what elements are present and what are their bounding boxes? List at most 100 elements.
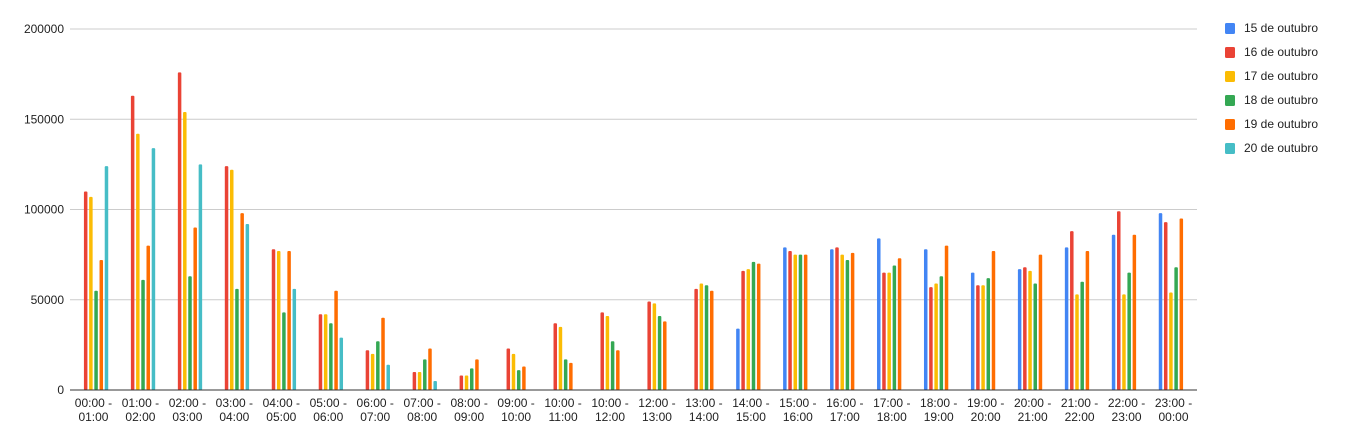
bar bbox=[798, 254, 803, 390]
legend-label: 15 de outubro bbox=[1244, 21, 1318, 35]
x-tick-label-line1: 03:00 - bbox=[216, 396, 253, 410]
bar bbox=[1038, 254, 1043, 390]
bar bbox=[459, 375, 464, 390]
x-tick-label: 16:00 -17:00 bbox=[826, 396, 863, 424]
x-tick-label-line1: 13:00 - bbox=[685, 396, 722, 410]
bar bbox=[1122, 294, 1126, 390]
bar bbox=[1085, 251, 1090, 390]
x-tick-label-line1: 10:00 - bbox=[544, 396, 581, 410]
x-tick-label-line1: 20:00 - bbox=[1014, 396, 1051, 410]
x-tick-label-line2: 04:00 bbox=[219, 410, 249, 424]
x-tick-label: 13:00 -14:00 bbox=[685, 396, 722, 424]
bar bbox=[939, 276, 944, 390]
x-tick-label: 20:00 -21:00 bbox=[1014, 396, 1051, 424]
bar bbox=[1127, 272, 1131, 390]
x-tick-label-line2: 05:00 bbox=[266, 410, 296, 424]
x-tick-label: 07:00 -08:00 bbox=[404, 396, 441, 424]
bar bbox=[605, 315, 610, 390]
bar bbox=[553, 323, 558, 390]
x-tick-label-line2: 23:00 bbox=[1112, 410, 1142, 424]
bar bbox=[428, 348, 432, 390]
x-tick-label-line1: 12:00 - bbox=[638, 396, 675, 410]
bar bbox=[376, 341, 380, 390]
x-tick-label-line2: 01:00 bbox=[78, 410, 108, 424]
bar bbox=[803, 254, 808, 390]
bar bbox=[183, 112, 187, 390]
bar bbox=[412, 371, 417, 390]
bar bbox=[652, 303, 657, 390]
x-tick-label-line2: 14:00 bbox=[689, 410, 719, 424]
bar bbox=[976, 285, 980, 390]
bar bbox=[830, 249, 834, 390]
x-tick-label-line2: 16:00 bbox=[783, 410, 813, 424]
bar bbox=[892, 265, 897, 390]
x-tick-label-line2: 12:00 bbox=[595, 410, 625, 424]
bar bbox=[1017, 269, 1022, 390]
legend-label: 20 de outubro bbox=[1244, 141, 1318, 155]
bar bbox=[736, 328, 740, 390]
bar bbox=[741, 270, 745, 390]
x-tick-label: 10:00 -12:00 bbox=[591, 396, 628, 424]
bar bbox=[292, 288, 297, 390]
bar bbox=[699, 283, 704, 390]
bar bbox=[94, 290, 98, 390]
bar bbox=[981, 285, 985, 390]
bar bbox=[99, 260, 104, 390]
bar bbox=[850, 252, 855, 390]
bar bbox=[897, 258, 902, 390]
bar bbox=[136, 133, 140, 390]
legend-swatch bbox=[1225, 119, 1235, 130]
bar bbox=[1033, 283, 1037, 390]
bar bbox=[522, 366, 526, 390]
x-tick-label-line1: 18:00 - bbox=[920, 396, 957, 410]
bar bbox=[887, 272, 891, 390]
bar bbox=[104, 166, 109, 390]
x-tick-label-line1: 23:00 - bbox=[1155, 396, 1192, 410]
x-tick-label-line1: 05:00 - bbox=[310, 396, 347, 410]
bar bbox=[986, 278, 991, 390]
bar bbox=[1075, 294, 1079, 390]
bar bbox=[1169, 292, 1173, 390]
bar bbox=[271, 249, 276, 390]
legend-label: 17 de outubro bbox=[1244, 69, 1318, 83]
bar bbox=[694, 288, 698, 390]
bar bbox=[1163, 222, 1168, 390]
bar bbox=[882, 272, 886, 390]
bar bbox=[944, 245, 949, 390]
x-tick-label: 08:00 -09:00 bbox=[450, 396, 487, 424]
legend-label: 19 de outubro bbox=[1244, 117, 1318, 131]
x-tick-label: 06:00 -07:00 bbox=[357, 396, 394, 424]
y-tick-label: 150000 bbox=[24, 112, 64, 126]
bar bbox=[287, 251, 291, 390]
bar bbox=[751, 261, 756, 390]
bar bbox=[83, 191, 88, 390]
x-tick-label-line2: 21:00 bbox=[1018, 410, 1048, 424]
x-tick-label: 18:00 -19:00 bbox=[920, 396, 957, 424]
y-tick-label: 50000 bbox=[31, 293, 65, 307]
x-tick-label: 17:00 -18:00 bbox=[873, 396, 910, 424]
bar bbox=[417, 371, 422, 390]
y-tick-label: 200000 bbox=[24, 22, 64, 36]
bar bbox=[240, 213, 244, 390]
x-tick-label-line2: 09:00 bbox=[454, 410, 484, 424]
bar bbox=[610, 341, 615, 390]
x-tick-label-line1: 08:00 - bbox=[450, 396, 487, 410]
bar bbox=[970, 272, 975, 390]
x-tick-label-line1: 16:00 - bbox=[826, 396, 863, 410]
bar bbox=[1064, 247, 1069, 390]
x-tick-label: 19:00 -20:00 bbox=[967, 396, 1004, 424]
x-tick-label: 02:00 -03:00 bbox=[169, 396, 206, 424]
bar bbox=[464, 375, 469, 390]
x-tick-label: 04:00 -05:00 bbox=[263, 396, 300, 424]
bar bbox=[506, 348, 511, 390]
legend-swatch bbox=[1225, 47, 1235, 58]
legend-swatch bbox=[1225, 95, 1235, 106]
bar bbox=[141, 279, 145, 390]
bar bbox=[475, 359, 479, 390]
bar bbox=[563, 359, 568, 390]
bar bbox=[365, 350, 370, 390]
bar bbox=[516, 370, 521, 390]
x-tick-label-line2: 08:00 bbox=[407, 410, 437, 424]
